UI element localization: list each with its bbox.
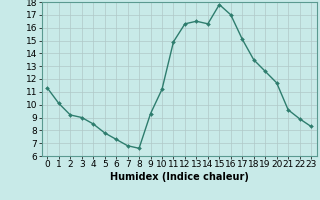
X-axis label: Humidex (Indice chaleur): Humidex (Indice chaleur) [110,172,249,182]
